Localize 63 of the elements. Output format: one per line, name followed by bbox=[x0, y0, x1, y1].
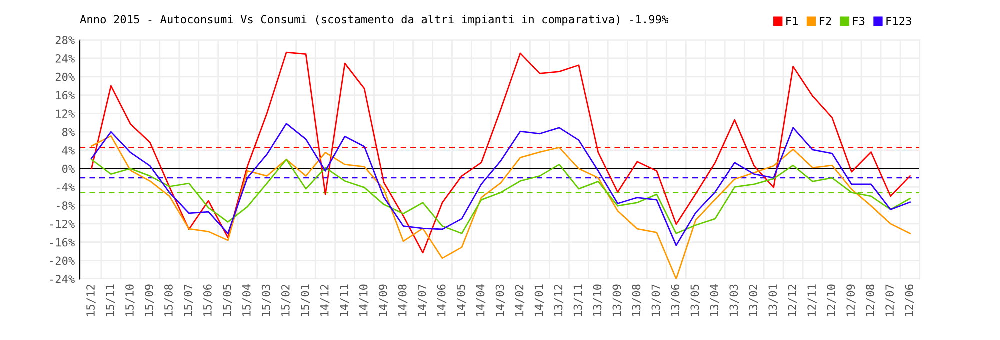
x-tick-label: 14/09 bbox=[378, 284, 388, 316]
line-series bbox=[91, 135, 911, 280]
y-tick-label: 28% bbox=[56, 36, 75, 45]
y-tick-label: -4% bbox=[57, 183, 75, 192]
x-tick-label: 13/08 bbox=[632, 284, 642, 316]
y-tick-label: 20% bbox=[56, 72, 75, 82]
x-tick-label: 12/07 bbox=[886, 284, 895, 316]
x-tick-label: 13/11 bbox=[574, 284, 584, 316]
x-tick-label: 15/12 bbox=[86, 284, 96, 316]
x-tick-label: 12/08 bbox=[866, 284, 876, 316]
x-tick-label: 15/10 bbox=[126, 284, 135, 316]
x-tick-label: 14/06 bbox=[437, 284, 447, 316]
y-tick-label: -16% bbox=[50, 238, 75, 247]
x-tick-label: 13/09 bbox=[612, 284, 622, 316]
legend-label: F1 bbox=[786, 17, 798, 26]
x-tick-label: 12/09 bbox=[846, 284, 856, 316]
legend-label: F3 bbox=[853, 17, 865, 26]
legend-label: F2 bbox=[820, 17, 832, 26]
y-tick-label: 0% bbox=[62, 164, 75, 174]
x-tick-label: 13/02 bbox=[749, 284, 758, 316]
y-tick-label: 8% bbox=[62, 128, 75, 136]
y-tick-label: -24% bbox=[50, 275, 75, 284]
x-tick-label: 15/03 bbox=[262, 284, 272, 316]
x-tick-label: 15/11 bbox=[106, 284, 116, 316]
x-tick-label: 15/04 bbox=[242, 284, 252, 316]
x-tick-label: 14/03 bbox=[496, 284, 506, 316]
x-tick-label: 14/08 bbox=[398, 284, 408, 316]
x-tick-label: 12/11 bbox=[808, 284, 817, 316]
x-tick-label: 14/02 bbox=[515, 284, 525, 316]
x-tick-label: 15/05 bbox=[222, 284, 232, 316]
y-tick-label: 16% bbox=[56, 91, 75, 100]
y-tick-label: 4% bbox=[62, 146, 75, 155]
x-tick-label: 13/05 bbox=[690, 284, 700, 316]
x-tick-label: 12/10 bbox=[827, 284, 836, 316]
x-tick-label: 15/06 bbox=[203, 284, 213, 316]
x-tick-label: 14/01 bbox=[534, 284, 544, 316]
x-tick-label: 13/12 bbox=[554, 284, 564, 316]
x-tick-label: 14/10 bbox=[359, 284, 369, 316]
x-tick-label: 13/07 bbox=[652, 284, 662, 316]
x-tick-label: 15/08 bbox=[164, 284, 174, 316]
x-tick-label: 12/12 bbox=[788, 284, 798, 316]
x-tick-label: 14/04 bbox=[476, 284, 486, 316]
x-tick-label: 14/05 bbox=[456, 284, 466, 316]
x-tick-label: 14/07 bbox=[418, 284, 428, 316]
y-tick-label: -8% bbox=[57, 202, 75, 210]
x-tick-label: 13/10 bbox=[593, 284, 603, 316]
y-tick-label: 24% bbox=[56, 54, 75, 63]
x-tick-label: 13/03 bbox=[730, 284, 739, 316]
y-tick-label: -12% bbox=[50, 220, 75, 228]
x-tick-label: 15/01 bbox=[300, 284, 310, 316]
x-tick-label: 14/11 bbox=[340, 284, 350, 316]
x-tick-label: 15/09 bbox=[145, 284, 154, 316]
x-tick-label: 13/04 bbox=[710, 284, 720, 316]
y-tick-label: -20% bbox=[50, 256, 75, 266]
x-tick-label: 13/01 bbox=[768, 284, 778, 316]
chart-title: Anno 2015 - Autoconsumi Vs Consumi (scostamento da altri impianti in comparativa) -1.99% bbox=[80, 14, 668, 26]
y-tick-label: 12% bbox=[56, 110, 75, 118]
x-tick-label: 15/02 bbox=[281, 284, 291, 316]
legend-label: F123 bbox=[886, 17, 912, 26]
x-tick-label: 12/06 bbox=[905, 284, 914, 316]
x-tick-label: 15/07 bbox=[184, 284, 194, 316]
x-tick-label: 13/06 bbox=[671, 284, 681, 316]
x-tick-label: 14/12 bbox=[320, 284, 330, 316]
